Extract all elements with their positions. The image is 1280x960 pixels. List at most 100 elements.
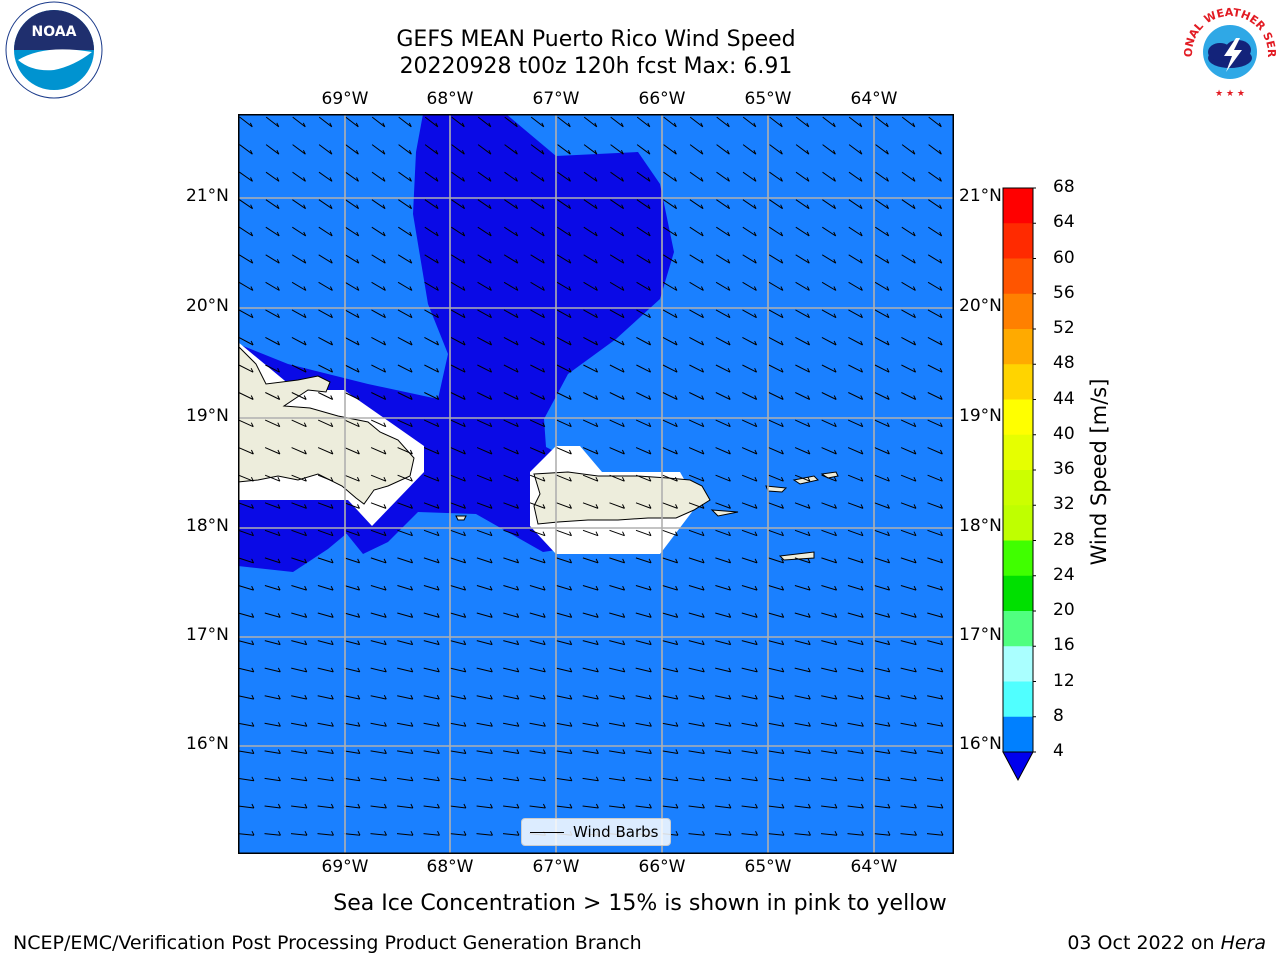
wind-barb xyxy=(636,309,651,319)
wind-barb xyxy=(583,226,598,237)
wind-barb xyxy=(238,667,255,673)
footer-host: Hera xyxy=(1220,932,1266,954)
wind-barb xyxy=(662,585,679,591)
wind-barb xyxy=(530,226,545,237)
wind-barb xyxy=(291,667,308,673)
wind-barb xyxy=(476,803,493,809)
wind-barb xyxy=(768,749,785,754)
wind-barb xyxy=(264,803,281,809)
wind-barb xyxy=(450,612,467,618)
wind-barb xyxy=(767,830,785,836)
wind-barb xyxy=(715,364,731,373)
wind-barb xyxy=(768,776,785,782)
wind-barb xyxy=(900,447,917,455)
wind-barb xyxy=(529,640,546,646)
wind-barb xyxy=(689,336,705,346)
lat-label-right: 18°N xyxy=(959,516,1002,536)
wind-barb xyxy=(688,776,705,782)
wind-barb xyxy=(291,722,308,727)
wind-barb xyxy=(477,199,492,210)
wind-barb xyxy=(423,667,440,673)
wind-barb xyxy=(450,585,467,591)
wind-barb xyxy=(317,830,334,836)
wind-barb xyxy=(264,447,281,455)
wind-barb xyxy=(476,830,493,836)
wind-barb xyxy=(371,226,386,237)
wind-barb xyxy=(847,749,864,754)
wind-barb xyxy=(821,803,838,809)
wind-barb xyxy=(529,776,546,782)
low-wind-region xyxy=(238,498,358,572)
wind-barb xyxy=(557,116,571,128)
wind-barb xyxy=(742,171,757,182)
footer-credit: NCEP/EMC/Verification Post Processing Pr… xyxy=(13,932,642,954)
wind-barb xyxy=(583,254,598,264)
wind-barb xyxy=(318,171,333,182)
wind-barb xyxy=(265,309,280,319)
colorbar-segment xyxy=(1003,364,1033,400)
wind-barb xyxy=(662,336,678,346)
wind-barb xyxy=(291,803,308,809)
wind-barb xyxy=(397,419,413,428)
wind-barb xyxy=(264,585,281,591)
wind-barb xyxy=(264,830,281,836)
wind-barb xyxy=(821,585,838,591)
colorbar-segment xyxy=(1003,505,1033,541)
wind-barb xyxy=(900,502,917,509)
wind-barb xyxy=(847,694,864,700)
wind-barb xyxy=(662,529,678,537)
wind-barb xyxy=(424,392,440,400)
wind-barb xyxy=(874,474,890,482)
wind-barb xyxy=(556,722,573,727)
wind-barb xyxy=(794,502,811,509)
wind-barb xyxy=(239,171,253,182)
wind-barb xyxy=(874,281,890,291)
wind-barb xyxy=(794,694,811,700)
wind-barb xyxy=(371,144,386,155)
wind-barb xyxy=(398,199,413,210)
wind-barb xyxy=(874,419,890,428)
wind-barb xyxy=(689,281,704,291)
colorbar-tick-label: 16 xyxy=(1053,635,1075,656)
wind-barb xyxy=(503,749,520,754)
wind-barb xyxy=(795,364,811,373)
wind-barb xyxy=(317,722,334,727)
wind-barb xyxy=(344,419,360,428)
wind-barb xyxy=(874,309,890,319)
wind-barb xyxy=(636,144,651,155)
wind-barb xyxy=(530,364,546,373)
wind-barb xyxy=(264,749,281,754)
wind-barb xyxy=(318,144,333,155)
wind-barb xyxy=(317,803,334,809)
wind-barb xyxy=(238,309,254,319)
wind-barb xyxy=(265,336,281,346)
wind-barb xyxy=(423,502,440,509)
wind-barb xyxy=(662,392,678,400)
wind-barb xyxy=(450,529,466,537)
wind-barb xyxy=(821,254,837,264)
wind-barb xyxy=(345,144,359,155)
wind-barb xyxy=(423,776,440,782)
wind-barb xyxy=(583,392,599,400)
wind-barb xyxy=(821,612,838,618)
wind-barb xyxy=(264,722,281,727)
wind-barb xyxy=(238,281,254,291)
wind-barb xyxy=(317,612,334,618)
wind-barb xyxy=(688,502,705,509)
wind-barb xyxy=(821,640,838,646)
wind-barb xyxy=(317,640,334,646)
wind-barb xyxy=(291,612,308,618)
wind-barb xyxy=(292,199,307,210)
wind-barb xyxy=(927,640,944,646)
wind-barb xyxy=(635,502,652,509)
wind-barb xyxy=(874,364,890,373)
wind-barb xyxy=(741,502,758,509)
wind-barb xyxy=(609,694,626,700)
wind-barb xyxy=(901,199,916,210)
wind-barb xyxy=(927,419,943,428)
wind-barb xyxy=(662,254,678,264)
wind-barb xyxy=(529,502,546,509)
wind-barb xyxy=(688,419,705,428)
colorbar-segment xyxy=(1003,188,1033,224)
wind-barb xyxy=(901,392,917,400)
